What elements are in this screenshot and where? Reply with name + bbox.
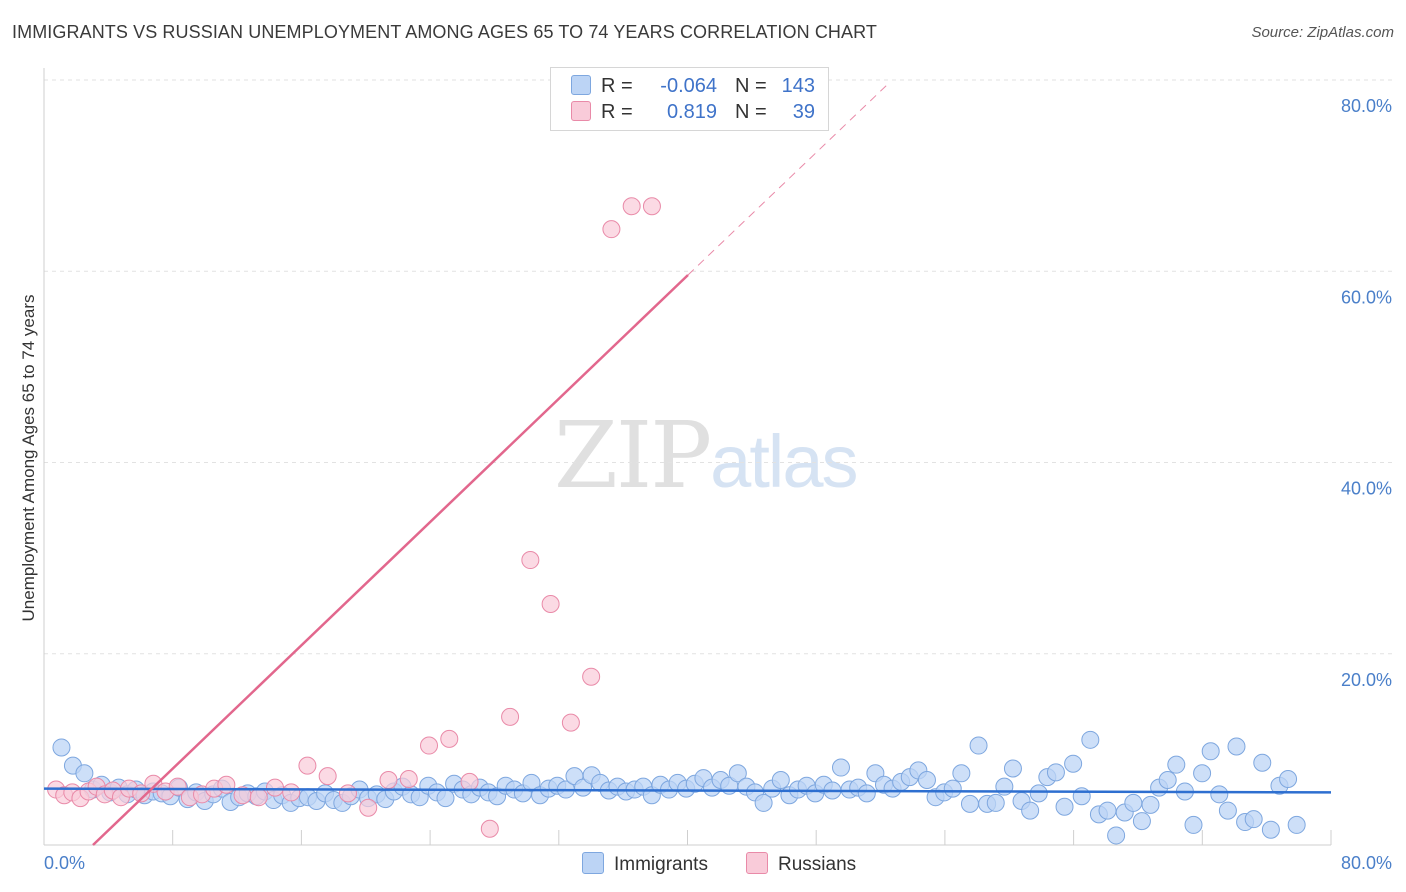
- russians-point: [501, 707, 520, 726]
- russians-point: [642, 197, 661, 216]
- immigrants-point: [771, 770, 790, 789]
- immigrants-point: [1167, 755, 1186, 774]
- russians-point: [440, 729, 459, 748]
- russians-point: [379, 770, 398, 789]
- russians-trendline: [92, 274, 689, 846]
- russians-point: [582, 667, 601, 686]
- immigrants-point: [754, 793, 773, 812]
- immigrants-point: [75, 764, 94, 783]
- immigrants-point: [1193, 764, 1212, 783]
- immigrants-point: [52, 738, 71, 757]
- immigrants-point: [917, 770, 936, 789]
- y-tick-label: 80.0%: [1341, 96, 1392, 116]
- y-tick-label: 20.0%: [1341, 670, 1392, 690]
- russians-point: [168, 777, 187, 796]
- x-tick-label: 80.0%: [1341, 853, 1392, 873]
- immigrants-point: [522, 773, 541, 792]
- russians-legend-swatch: [746, 852, 768, 874]
- immigrants-point: [1184, 815, 1203, 834]
- source-credit: Source: ZipAtlas.com: [1251, 24, 1394, 41]
- immigrants-point: [1279, 770, 1298, 789]
- legend-r-value: 0.819: [666, 101, 717, 123]
- russians-point: [318, 767, 337, 786]
- russians-point: [249, 788, 268, 807]
- russians-point: [399, 770, 418, 789]
- immigrants-point: [952, 764, 971, 783]
- russians-point: [298, 756, 317, 775]
- immigrants-trendline: [43, 787, 1332, 794]
- y-axis-label: Unemployment Among Ages 65 to 74 years: [19, 295, 38, 622]
- immigrants-point: [1055, 797, 1074, 816]
- russians-point: [541, 595, 560, 614]
- immigrants-point: [1218, 801, 1237, 820]
- immigrants-point: [857, 784, 876, 803]
- russians-point: [602, 220, 621, 239]
- immigrants-point: [1021, 801, 1040, 820]
- legend-r-value: -0.064: [660, 75, 717, 97]
- legend-n-value: 143: [781, 75, 815, 97]
- immigrants-legend-swatch: [582, 852, 604, 874]
- y-tick-label: 40.0%: [1341, 479, 1392, 499]
- russians-point: [282, 783, 301, 802]
- immigrants-point: [1081, 730, 1100, 749]
- russians-legend-label: Russians: [778, 854, 857, 875]
- immigrants-point: [1029, 784, 1048, 803]
- immigrants-point: [1253, 753, 1272, 772]
- russians-point: [420, 736, 439, 755]
- immigrants-swatch: [571, 75, 591, 95]
- immigrants-point: [831, 758, 850, 777]
- immigrants-point: [960, 794, 979, 813]
- bottom-legend-russians: Russians: [746, 852, 856, 876]
- russians-point: [217, 775, 236, 794]
- immigrants-legend-label: Immigrants: [614, 854, 708, 875]
- russians-point: [338, 784, 357, 803]
- immigrants-point: [1201, 742, 1220, 761]
- russians-swatch: [571, 101, 591, 121]
- russians-point: [561, 713, 580, 732]
- immigrants-point: [1132, 812, 1151, 831]
- correlation-legend: R = -0.064 N = 143 R = 0.819 N = 39: [550, 67, 829, 131]
- bottom-legend-immigrants: Immigrants: [582, 852, 708, 876]
- russians-point: [521, 551, 540, 570]
- watermark-atlas: atlas: [710, 420, 858, 503]
- russians-trendline-extension: [687, 83, 889, 276]
- immigrants-point: [969, 736, 988, 755]
- russians-point: [359, 798, 378, 817]
- immigrants-point: [1107, 826, 1126, 845]
- immigrants-point: [1046, 763, 1065, 782]
- immigrants-point: [1124, 793, 1143, 812]
- immigrants-point: [943, 779, 962, 798]
- immigrants-point: [1098, 801, 1117, 820]
- immigrants-point: [574, 778, 593, 797]
- immigrants-point: [1072, 787, 1091, 806]
- x-tick-label: 0.0%: [44, 853, 85, 873]
- watermark-zip: ZIP: [554, 402, 712, 509]
- immigrants-point: [1210, 785, 1229, 804]
- immigrants-point: [728, 764, 747, 783]
- legend-n-value: 39: [792, 101, 815, 123]
- russians-point: [265, 778, 284, 797]
- watermark: ZIPatlas: [554, 402, 858, 509]
- immigrants-point: [1244, 810, 1263, 829]
- legend-n-label: N =: [735, 75, 767, 97]
- legend-row-immigrants: R = -0.064 N = 143: [571, 75, 815, 99]
- immigrants-point: [1064, 754, 1083, 773]
- legend-r-label: R =: [601, 101, 633, 123]
- russians-point: [622, 197, 641, 216]
- immigrants-point: [1227, 737, 1246, 756]
- immigrants-point: [1261, 820, 1280, 839]
- immigrants-point: [986, 793, 1005, 812]
- legend-n-label: N =: [735, 101, 767, 123]
- immigrants-point: [1141, 795, 1160, 814]
- immigrants-point: [1158, 770, 1177, 789]
- legend-row-russians: R = 0.819 N = 39: [571, 101, 815, 125]
- russians-point: [480, 819, 499, 838]
- immigrants-point: [1003, 759, 1022, 778]
- y-tick-label: 60.0%: [1341, 287, 1392, 307]
- chart-title: IMMIGRANTS VS RUSSIAN UNEMPLOYMENT AMONG…: [12, 22, 877, 42]
- immigrants-point: [1287, 815, 1306, 834]
- legend-r-label: R =: [601, 75, 633, 97]
- russians-point: [460, 772, 479, 791]
